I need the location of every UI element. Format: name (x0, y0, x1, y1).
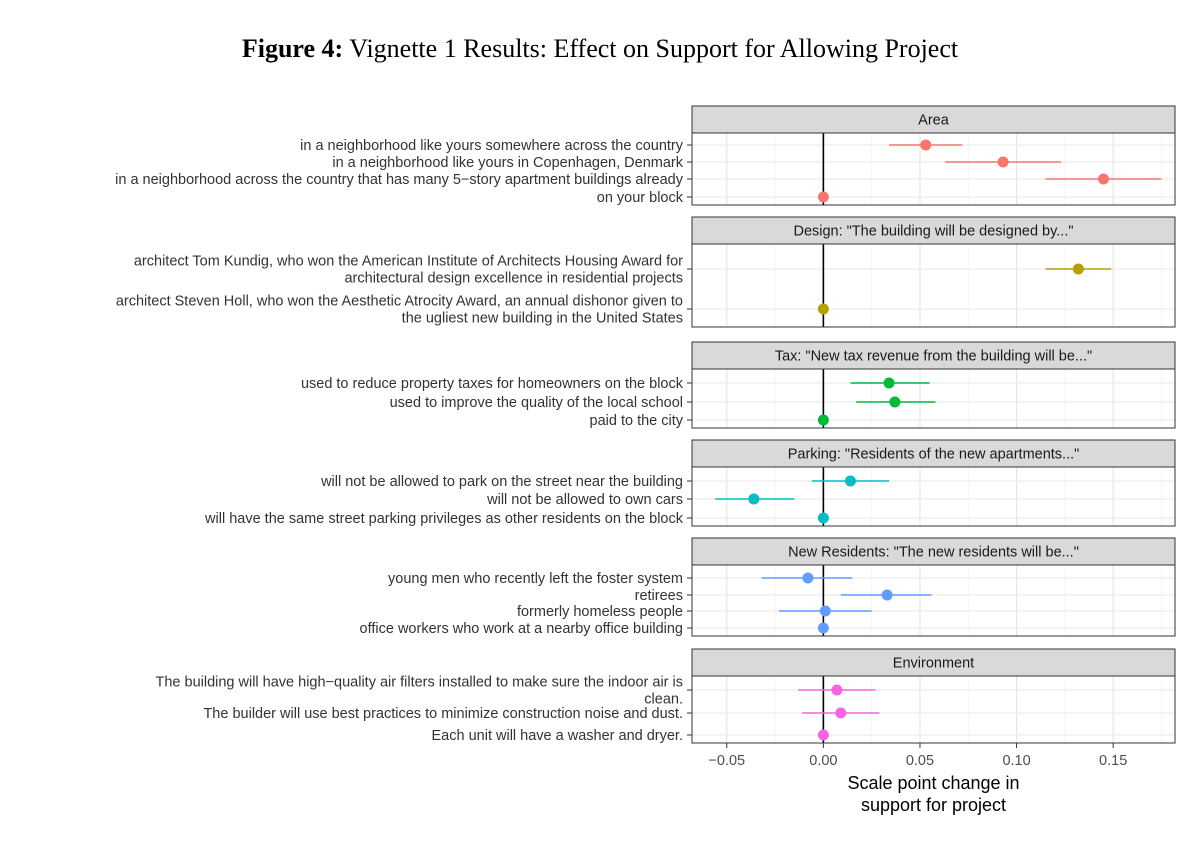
figure-title-text: Vignette 1 Results: Effect on Support fo… (349, 34, 959, 63)
x-axis-title: Scale point change in (847, 773, 1019, 793)
row-label: architect Steven Holl, who won the Aesth… (116, 294, 683, 310)
row-label: in a neighborhood like yours in Copenhag… (332, 155, 683, 171)
panel-border (691, 243, 1176, 328)
estimate-point (889, 396, 901, 408)
figure-label: Figure 4: (241, 34, 344, 63)
panel-strip-title: Tax: "New tax revenue from the building … (775, 349, 1092, 365)
row-label: in a neighborhood across the country tha… (115, 172, 684, 188)
row-label: retirees (635, 588, 683, 604)
panel-strip-title: Parking: "Residents of the new apartment… (788, 447, 1080, 463)
x-tick-label: 0.05 (906, 753, 934, 769)
row-label: The building will have high−quality air … (155, 675, 683, 691)
row-label: will have the same street parking privil… (204, 511, 684, 527)
panel-background (692, 244, 1175, 327)
panel-border (691, 675, 1176, 744)
panel-background (692, 467, 1175, 526)
estimate-point (997, 156, 1009, 168)
row-label: young men who recently left the foster s… (388, 571, 683, 587)
estimate-point (802, 572, 814, 584)
estimate-point (831, 684, 843, 696)
panel-background (692, 565, 1175, 636)
estimate-point (817, 414, 829, 426)
row-label: Each unit will have a washer and dryer. (432, 728, 683, 744)
panel-background (692, 133, 1175, 205)
estimate-point (817, 622, 829, 634)
panel-border (691, 132, 1176, 206)
panel-background (692, 676, 1175, 743)
estimate-point (844, 475, 856, 487)
x-axis-title: support for project (861, 795, 1006, 815)
panel-strip (691, 648, 1176, 677)
estimate-point (817, 303, 829, 315)
estimate-point (883, 377, 895, 389)
x-tick-label: 0.15 (1099, 753, 1127, 769)
row-label: architectural design excellence in resid… (344, 271, 683, 287)
panel-strip (691, 341, 1176, 370)
panel-border (691, 564, 1176, 637)
panel-strip-title: Area (918, 113, 950, 129)
row-label: will not be allowed to park on the stree… (320, 474, 683, 490)
row-label: paid to the city (590, 413, 684, 429)
estimate-point (819, 605, 831, 617)
estimate-point (817, 191, 829, 203)
row-label: clean. (644, 692, 683, 708)
panel-strip-title: New Residents: "The new residents will b… (788, 545, 1079, 561)
estimate-point (817, 512, 829, 524)
x-tick-label: 0.10 (1002, 753, 1030, 769)
row-label: The builder will use best practices to m… (203, 706, 683, 722)
row-label: formerly homeless people (517, 604, 683, 620)
panel-background (692, 369, 1175, 428)
x-tick-label: 0.00 (809, 753, 837, 769)
estimate-point (1072, 263, 1084, 275)
row-label: will not be allowed to own cars (486, 492, 683, 508)
row-label: in a neighborhood like yours somewhere a… (300, 138, 684, 154)
estimate-point (881, 589, 893, 601)
panel-strip-title: Environment (893, 656, 974, 672)
row-label: on your block (597, 190, 684, 206)
estimate-point (748, 493, 760, 505)
panel-strip-title: Design: "The building will be designed b… (793, 224, 1073, 240)
row-label: the ugliest new building in the United S… (402, 311, 683, 327)
row-label: office workers who work at a nearby offi… (360, 621, 683, 637)
figure-title: Figure 4: Vignette 1 Results: Effect on … (0, 34, 1200, 64)
row-label: used to improve the quality of the local… (390, 395, 683, 411)
estimate-point (1098, 173, 1110, 185)
panel-border (691, 466, 1176, 527)
x-tick-label: −0.05 (708, 753, 745, 769)
estimate-point (920, 139, 932, 151)
estimate-point (817, 729, 829, 741)
row-label: architect Tom Kundig, who won the Americ… (134, 254, 683, 270)
row-label: used to reduce property taxes for homeow… (301, 376, 684, 392)
estimate-point (835, 707, 847, 719)
panel-border (691, 368, 1176, 429)
